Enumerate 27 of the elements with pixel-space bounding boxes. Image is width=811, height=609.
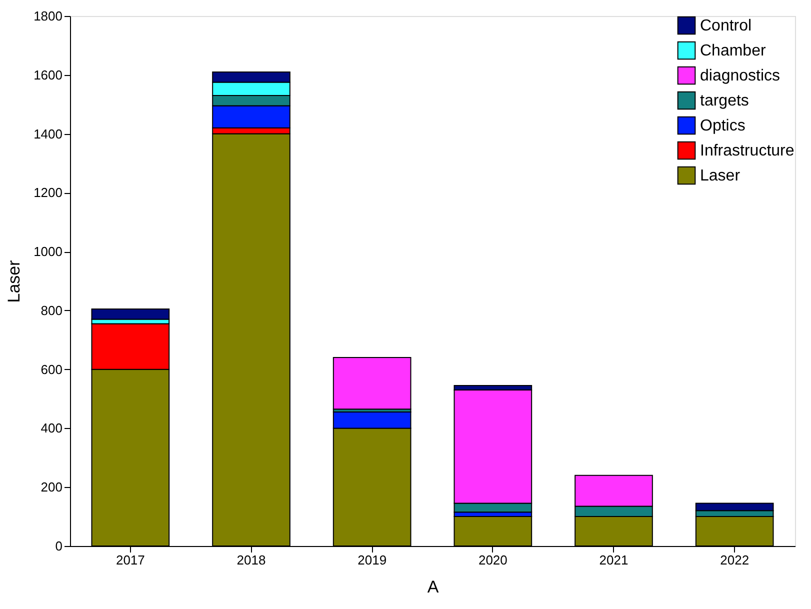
legend-label: Infrastructure (700, 142, 794, 160)
y-tick-label: 1800 (34, 8, 62, 24)
bar (332, 357, 412, 410)
x-tick-label: 2017 (116, 552, 145, 568)
x-tick-label: 2021 (599, 552, 628, 568)
y-tick-label: 400 (40, 420, 62, 436)
y-tick-label: 1000 (34, 244, 62, 260)
legend-label: targets (700, 92, 749, 110)
x-tick-label: 2022 (720, 552, 750, 568)
x-axis-title: A (427, 578, 440, 596)
x-tick-label: 2020 (478, 552, 508, 568)
y-tick-label: 600 (40, 362, 62, 377)
y-tick-label: 1600 (34, 67, 62, 82)
y-axis-title: Laser (4, 260, 24, 303)
y-tick-label: 800 (40, 302, 62, 318)
y-tick-label: 1400 (34, 126, 62, 142)
y-tick-label: 0 (55, 538, 62, 554)
legend-label: Optics (700, 118, 746, 134)
legend-label: Laser (700, 168, 741, 184)
x-tick-label: 2018 (236, 552, 266, 568)
y-tick-label: 200 (40, 480, 62, 495)
y-tick-label: 1200 (34, 185, 62, 200)
bar (91, 308, 170, 320)
legend-label: Control (700, 18, 752, 34)
legend-label: diagnostics (700, 68, 780, 84)
legend-label: Chamber (700, 42, 766, 60)
x-tick-label: 2019 (358, 552, 387, 568)
